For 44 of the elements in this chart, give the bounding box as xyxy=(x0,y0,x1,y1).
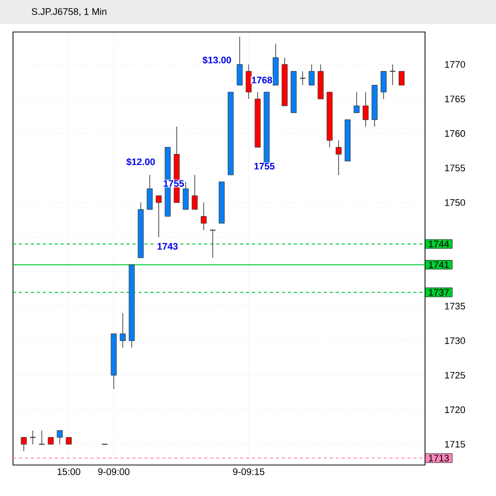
ref-line-label: 1744 xyxy=(428,240,449,248)
candlestick xyxy=(120,312,126,348)
chart-title: S.JP.J6758, 1 Min xyxy=(32,8,106,16)
annotation: 1743 xyxy=(158,242,178,250)
ref-line-label: 1713 xyxy=(428,454,449,462)
ref-line-label: 1741 xyxy=(428,261,449,268)
annotation: 1755 xyxy=(164,180,184,187)
candlestick xyxy=(236,36,243,86)
candlestick xyxy=(308,64,315,86)
candlestick xyxy=(182,181,189,210)
y-tick-label: 1730 xyxy=(445,337,466,344)
annotation: 1755 xyxy=(254,162,275,170)
candlestick xyxy=(336,140,342,176)
annotation: $12.00 xyxy=(126,158,155,166)
candlestick xyxy=(156,195,162,238)
candlestick xyxy=(146,174,153,210)
candlestick xyxy=(380,70,387,100)
candlestick xyxy=(210,230,216,258)
candlestick xyxy=(398,70,405,86)
x-tick-label: 15:00 xyxy=(58,468,80,476)
candlestick xyxy=(389,64,396,86)
candlestick xyxy=(200,202,207,231)
candlestick xyxy=(354,92,360,114)
y-tick-label: 1715 xyxy=(445,440,466,448)
y-tick-label: 1760 xyxy=(445,130,466,137)
y-tick-label: 1770 xyxy=(445,61,466,68)
y-tick-label: 1735 xyxy=(445,302,466,310)
ref-line-label: 1737 xyxy=(428,288,449,296)
y-tick-label: 1720 xyxy=(445,406,466,414)
candlestick xyxy=(20,437,27,452)
candlestick xyxy=(246,64,252,100)
annotation: 1768 xyxy=(252,76,272,84)
candlestick xyxy=(30,430,36,445)
y-tick-label: 1765 xyxy=(445,96,466,102)
annotation: $13.00 xyxy=(202,56,232,64)
candlestick xyxy=(56,430,63,445)
candlestick xyxy=(362,92,369,127)
candlestick xyxy=(38,430,45,445)
y-tick-label: 1750 xyxy=(445,199,466,206)
x-tick-label: 9-09:00 xyxy=(98,468,130,476)
y-tick-label: 1755 xyxy=(445,164,466,172)
x-tick-label: 9-09:15 xyxy=(233,468,264,476)
y-tick-label: 1725 xyxy=(445,372,466,379)
candlestick xyxy=(192,174,198,210)
